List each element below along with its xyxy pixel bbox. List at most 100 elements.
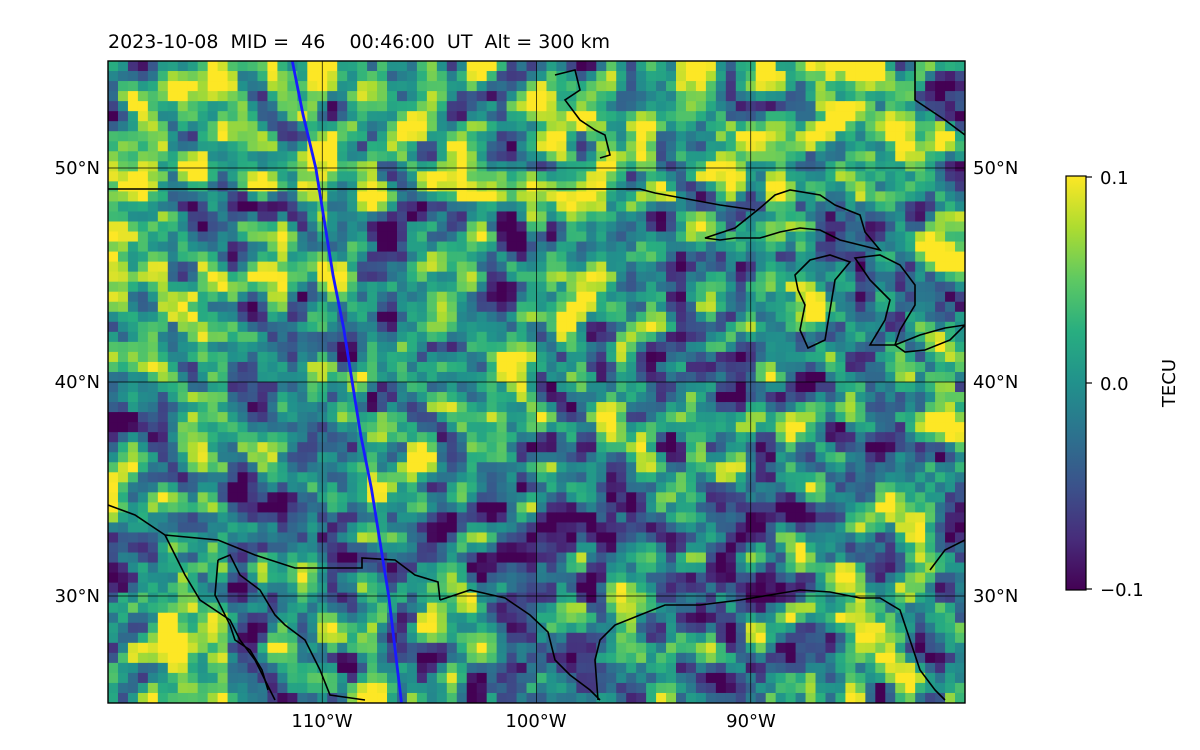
heatmap-cell xyxy=(646,361,657,373)
heatmap-cell xyxy=(287,482,298,493)
heatmap-cell xyxy=(157,442,169,453)
heatmap-cell xyxy=(855,191,866,203)
heatmap-cell xyxy=(925,281,936,293)
heatmap-cell xyxy=(526,492,538,503)
heatmap-cell xyxy=(396,432,408,443)
heatmap-cell xyxy=(197,61,209,72)
heatmap-cell xyxy=(277,452,288,463)
heatmap-cell xyxy=(127,392,139,403)
heatmap-cell xyxy=(227,271,239,283)
heatmap-cell xyxy=(287,331,298,343)
heatmap-cell xyxy=(287,241,298,253)
heatmap-cell xyxy=(127,291,139,303)
heatmap-cell xyxy=(805,392,817,403)
heatmap-cell xyxy=(167,351,179,363)
heatmap-cell xyxy=(636,622,647,634)
heatmap-cell xyxy=(347,572,358,584)
heatmap-cell xyxy=(915,221,926,233)
heatmap-cell xyxy=(167,211,179,223)
heatmap-cell xyxy=(237,542,249,554)
heatmap-cell xyxy=(526,151,538,162)
heatmap-cell xyxy=(845,131,856,142)
heatmap-cell xyxy=(685,281,697,293)
heatmap-cell xyxy=(217,291,229,303)
heatmap-cell xyxy=(157,311,169,323)
heatmap-cell xyxy=(546,301,558,313)
heatmap-cell xyxy=(785,512,797,524)
heatmap-cell xyxy=(536,171,548,182)
heatmap-cell xyxy=(715,321,727,333)
heatmap-cell xyxy=(516,522,528,534)
heatmap-cell xyxy=(137,231,149,243)
heatmap-cell xyxy=(406,522,418,534)
heatmap-cell xyxy=(805,181,817,193)
heatmap-cell xyxy=(885,382,896,393)
heatmap-cell xyxy=(925,201,936,213)
heatmap-cell xyxy=(377,311,388,323)
heatmap-cell xyxy=(456,502,468,514)
heatmap-cell xyxy=(805,301,817,313)
heatmap-cell xyxy=(207,91,219,102)
heatmap-cell xyxy=(636,221,647,233)
heatmap-cell xyxy=(167,311,179,323)
heatmap-cell xyxy=(387,251,398,263)
heatmap-cell xyxy=(217,361,229,373)
heatmap-cell xyxy=(466,532,478,544)
heatmap-cell xyxy=(695,382,707,393)
heatmap-cell xyxy=(895,131,906,142)
heatmap-cell xyxy=(277,111,288,122)
heatmap-cell xyxy=(845,181,856,193)
heatmap-cell xyxy=(506,101,518,112)
heatmap-cell xyxy=(117,121,129,132)
heatmap-cell xyxy=(157,331,169,343)
heatmap-cell xyxy=(586,462,597,473)
heatmap-cell xyxy=(297,171,308,182)
heatmap-cell xyxy=(117,592,129,604)
heatmap-cell xyxy=(915,502,926,514)
heatmap-cell xyxy=(117,271,129,283)
heatmap-cell xyxy=(337,241,348,253)
heatmap-cell xyxy=(666,632,677,644)
heatmap-cell xyxy=(875,191,886,203)
heatmap-cell xyxy=(925,61,936,72)
heatmap-cell xyxy=(815,432,827,443)
heatmap-cell xyxy=(666,281,677,293)
heatmap-cell xyxy=(287,301,298,313)
heatmap-cell xyxy=(875,492,886,503)
heatmap-cell xyxy=(127,412,139,423)
heatmap-cell xyxy=(955,81,965,92)
heatmap-cell xyxy=(526,311,538,323)
heatmap-cell xyxy=(915,532,926,544)
heatmap-cell xyxy=(456,141,468,152)
heatmap-cell xyxy=(865,201,876,213)
heatmap-cell xyxy=(426,462,438,473)
heatmap-cell xyxy=(257,502,269,514)
heatmap-cell xyxy=(695,612,707,624)
heatmap-cell xyxy=(247,221,259,233)
heatmap-cell xyxy=(117,472,129,483)
heatmap-cell xyxy=(765,602,777,614)
heatmap-cell xyxy=(825,121,837,132)
heatmap-cell xyxy=(347,472,358,483)
heatmap-cell xyxy=(526,341,538,353)
heatmap-cell xyxy=(845,592,856,604)
heatmap-cell xyxy=(596,492,607,503)
heatmap-cell xyxy=(735,392,747,403)
heatmap-cell xyxy=(257,71,269,82)
heatmap-cell xyxy=(127,432,139,443)
heatmap-cell xyxy=(705,602,717,614)
heatmap-cell xyxy=(875,472,886,483)
heatmap-cell xyxy=(357,201,368,213)
heatmap-cell xyxy=(755,221,767,233)
heatmap-cell xyxy=(297,392,308,403)
heatmap-cell xyxy=(576,412,587,423)
heatmap-cell xyxy=(197,281,209,293)
heatmap-cell xyxy=(197,622,209,634)
heatmap-cell xyxy=(735,281,747,293)
heatmap-cell xyxy=(685,602,697,614)
heatmap-cell xyxy=(506,442,518,453)
heatmap-cell xyxy=(835,402,847,413)
heatmap-cell xyxy=(526,592,538,604)
heatmap-cell xyxy=(187,131,199,142)
heatmap-cell xyxy=(676,141,687,152)
